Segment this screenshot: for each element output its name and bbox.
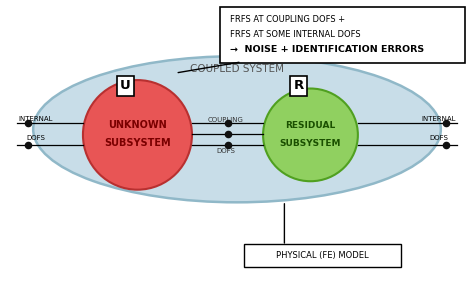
Text: DOFS: DOFS	[26, 135, 45, 141]
Text: FRFS AT COUPLING DOFS +: FRFS AT COUPLING DOFS +	[230, 15, 345, 24]
Point	[442, 121, 449, 125]
Text: SUBSYSTEM: SUBSYSTEM	[104, 138, 171, 148]
Text: FRFS AT SOME INTERNAL DOFS: FRFS AT SOME INTERNAL DOFS	[230, 30, 361, 39]
Text: PHYSICAL (FE) MODEL: PHYSICAL (FE) MODEL	[276, 251, 369, 260]
Text: INTERNAL: INTERNAL	[18, 116, 53, 123]
Point	[25, 143, 32, 148]
Text: R: R	[293, 79, 304, 92]
Ellipse shape	[83, 80, 192, 190]
Point	[25, 121, 32, 125]
Text: DOFS: DOFS	[429, 135, 448, 141]
Text: SUBSYSTEM: SUBSYSTEM	[280, 139, 341, 148]
Text: INTERNAL: INTERNAL	[421, 116, 456, 123]
Text: RESIDUAL: RESIDUAL	[285, 121, 336, 130]
FancyBboxPatch shape	[220, 7, 465, 63]
Point	[224, 132, 231, 136]
Point	[224, 143, 231, 148]
Ellipse shape	[33, 56, 441, 202]
Text: →  NOISE + IDENTIFICATION ERRORS: → NOISE + IDENTIFICATION ERRORS	[230, 45, 424, 54]
Text: UNKNOWN: UNKNOWN	[108, 120, 167, 130]
Point	[442, 143, 449, 148]
FancyBboxPatch shape	[244, 244, 401, 267]
Ellipse shape	[263, 89, 358, 181]
Text: COUPLING: COUPLING	[208, 117, 244, 123]
Text: COUPLED SYSTEM: COUPLED SYSTEM	[190, 64, 284, 74]
Text: U: U	[120, 79, 131, 92]
Text: DOFS: DOFS	[216, 148, 235, 154]
Point	[224, 121, 231, 125]
